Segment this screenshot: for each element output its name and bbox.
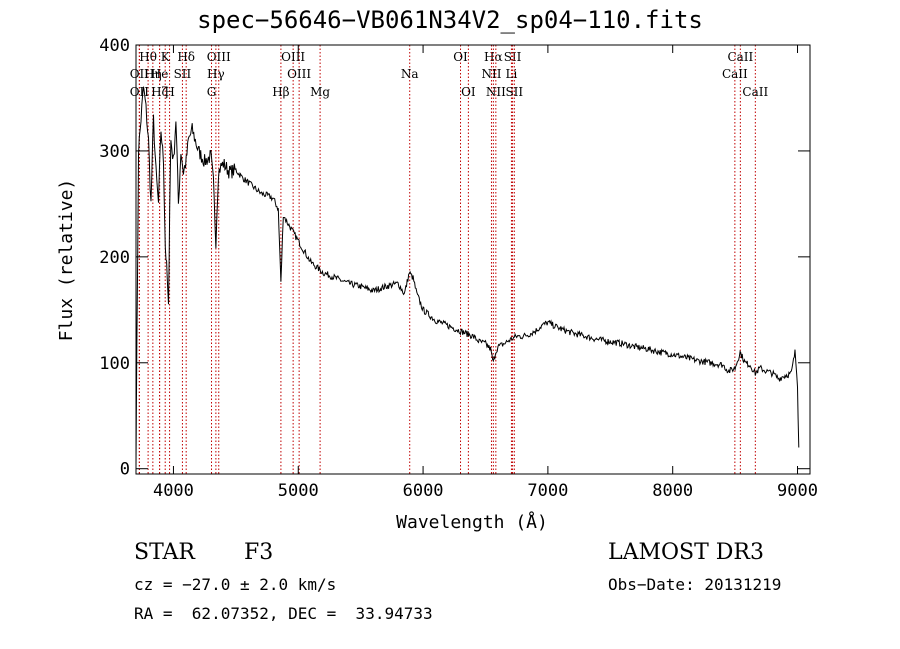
spectral-line-label: Hδ: [177, 50, 195, 64]
object-subclass: F3: [244, 540, 274, 565]
spectral-line-label: OI: [453, 50, 468, 64]
spectral-line-label: K: [161, 50, 171, 64]
x-axis-label: Wavelength (Å): [396, 511, 548, 533]
y-tick-label: 300: [99, 142, 130, 162]
y-tick-label: 100: [99, 354, 130, 374]
x-tick-label: 7000: [527, 481, 568, 501]
survey-name: LAMOST DR3: [608, 540, 764, 565]
spectral-line-label: NII: [481, 67, 501, 81]
spectral-line-label: Li: [506, 67, 518, 81]
spectral-line-label: Mg: [310, 85, 330, 99]
x-tick-label: 6000: [403, 481, 444, 501]
spectral-line-label: Hζ: [151, 85, 168, 99]
spectral-line-label: OIII: [207, 50, 231, 64]
spectral-line-label: OI: [461, 85, 476, 99]
x-tick-label: 9000: [777, 481, 818, 501]
coordinates: RA = 62.07352, DEC = 33.94733: [134, 604, 433, 623]
spectral-line-label: Hα: [484, 50, 503, 64]
x-tick-label: 8000: [652, 481, 693, 501]
spectral-line-label: H: [164, 85, 174, 99]
spectral-line-label: Hη: [144, 67, 162, 81]
spectral-line-label: OII: [130, 85, 150, 99]
redshift-readout: cz = −27.0 ± 2.0 km/s: [134, 575, 337, 594]
spectral-line-label: CaII: [722, 67, 748, 81]
y-tick-label: 200: [99, 248, 130, 268]
spectral-line-label: SII: [505, 85, 523, 99]
y-axis-label: Flux (relative): [56, 179, 77, 342]
spectral-line-label: Na: [401, 67, 419, 81]
x-tick-label: 4000: [153, 481, 194, 501]
spectral-line-label: Hβ: [272, 85, 289, 99]
x-tick-label: 5000: [278, 481, 319, 501]
y-tick-label: 400: [99, 36, 130, 56]
spectrum-line: [135, 86, 800, 466]
spectral-line-label: Hγ: [207, 67, 225, 81]
obs-date: Obs−Date: 20131219: [608, 575, 782, 594]
object-class: STAR: [134, 540, 195, 565]
spectral-line-label: G: [207, 85, 217, 99]
plot-frame: [135, 44, 811, 475]
spectral-line-label: SII: [174, 67, 192, 81]
spectral-line-label: SII: [504, 50, 522, 64]
spectral-line-label: Hθ: [139, 50, 157, 64]
y-tick-label: 0: [120, 460, 130, 480]
spectral-line-label: CaII: [742, 85, 768, 99]
spectral-line-label: CaII: [727, 50, 753, 64]
spectral-line-label: OIII: [287, 67, 311, 81]
chart-title: spec−56646−VB061N34V2_sp04−110.fits: [197, 6, 703, 34]
spectral-line-label: OIII: [281, 50, 305, 64]
spectral-line-label: NII: [486, 85, 506, 99]
